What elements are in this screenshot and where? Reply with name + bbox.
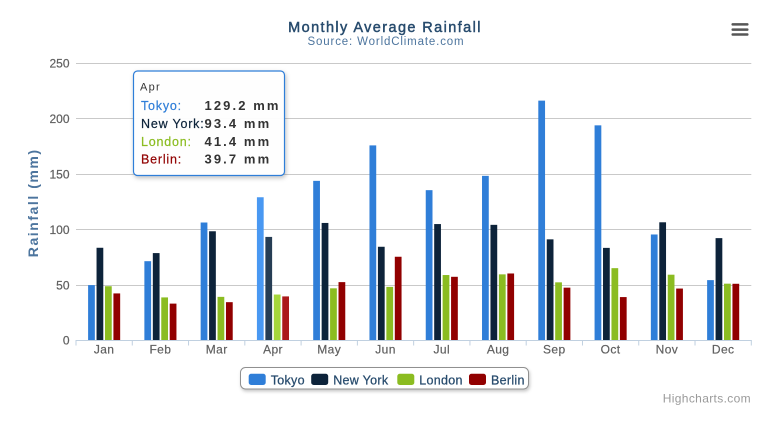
svg-text:250: 250 <box>49 57 69 71</box>
svg-text:200: 200 <box>49 112 69 126</box>
svg-text:0: 0 <box>63 334 70 348</box>
svg-text:39.7 mm: 39.7 mm <box>205 151 272 166</box>
svg-text:50: 50 <box>56 278 70 292</box>
svg-text:London:: London: <box>141 135 192 149</box>
svg-text:Tokyo: Tokyo <box>271 373 305 387</box>
svg-text:Nov: Nov <box>656 343 679 357</box>
svg-text:Source: WorldClimate.com: Source: WorldClimate.com <box>308 36 465 48</box>
svg-text:Apr: Apr <box>263 343 283 357</box>
svg-text:Oct: Oct <box>601 343 621 357</box>
svg-text:Berlin:: Berlin: <box>141 152 182 166</box>
svg-text:New York: New York <box>333 373 389 387</box>
svg-text:Jan: Jan <box>94 343 115 357</box>
svg-text:Dec: Dec <box>712 343 735 357</box>
svg-text:London: London <box>419 373 463 387</box>
svg-text:100: 100 <box>49 223 69 237</box>
svg-text:Apr: Apr <box>140 82 161 94</box>
svg-text:150: 150 <box>49 168 69 182</box>
svg-text:Jul: Jul <box>434 343 451 357</box>
svg-text:Sep: Sep <box>543 343 566 357</box>
svg-text:41.4 mm: 41.4 mm <box>205 134 272 149</box>
svg-text:Rainfall (mm): Rainfall (mm) <box>25 148 41 257</box>
svg-text:Jun: Jun <box>375 343 396 357</box>
svg-text:Berlin: Berlin <box>491 373 525 387</box>
svg-text:Monthly Average Rainfall: Monthly Average Rainfall <box>288 20 482 36</box>
svg-text:Tokyo:: Tokyo: <box>141 99 182 113</box>
svg-text:Mar: Mar <box>206 343 228 357</box>
svg-text:Feb: Feb <box>149 343 171 357</box>
svg-text:129.2 mm: 129.2 mm <box>205 98 281 113</box>
svg-text:New York:: New York: <box>141 117 204 131</box>
svg-text:May: May <box>317 343 341 357</box>
svg-text:93.4 mm: 93.4 mm <box>205 116 272 131</box>
svg-text:Highcharts.com: Highcharts.com <box>663 392 751 406</box>
svg-text:Aug: Aug <box>487 343 510 357</box>
